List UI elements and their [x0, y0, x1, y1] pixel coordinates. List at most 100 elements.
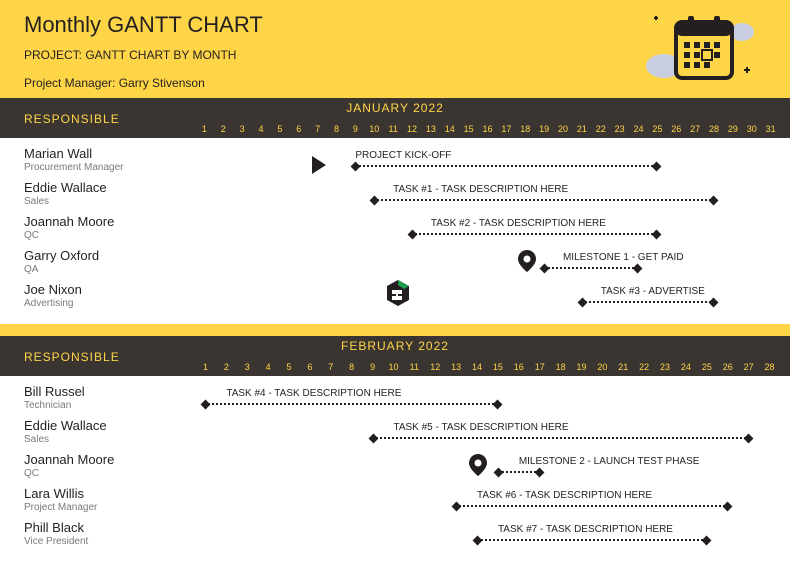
- day-tick: 19: [571, 362, 592, 372]
- responsible-label: RESPONSIBLE: [24, 112, 120, 126]
- gantt-row: Bill RusselTechnicianTASK #4 - TASK DESC…: [0, 384, 790, 418]
- day-tick: 10: [365, 124, 384, 134]
- gantt-row: Lara WillisProject ManagerTASK #6 - TASK…: [0, 486, 790, 520]
- day-tick: 8: [341, 362, 362, 372]
- day-tick: 11: [404, 362, 425, 372]
- day-tick: 22: [591, 124, 610, 134]
- day-tick: 5: [271, 124, 290, 134]
- day-tick: 3: [237, 362, 258, 372]
- day-tick: 14: [440, 124, 459, 134]
- month-header: JANUARY 2022RESPONSIBLE12345678910111213…: [0, 98, 790, 138]
- kickoff-arrow-icon: [312, 156, 326, 174]
- day-tick: 18: [550, 362, 571, 372]
- header: Monthly GANTT CHART PROJECT: GANTT CHART…: [0, 0, 790, 98]
- gantt-bar: [477, 539, 707, 541]
- brand-logo-icon: [384, 278, 412, 311]
- day-tick: 10: [383, 362, 404, 372]
- day-tick: 9: [346, 124, 365, 134]
- gantt-bar-label: TASK #3 - ADVERTISE: [601, 286, 705, 297]
- gantt-bar: [456, 505, 728, 507]
- day-axis: 1234567891011121314151617181920212223242…: [195, 362, 780, 372]
- day-tick: 5: [279, 362, 300, 372]
- day-tick: 20: [554, 124, 573, 134]
- day-tick: 20: [592, 362, 613, 372]
- day-tick: 23: [610, 124, 629, 134]
- day-tick: 11: [384, 124, 403, 134]
- rows-area: Bill RusselTechnicianTASK #4 - TASK DESC…: [0, 376, 790, 562]
- gantt-bar-label: TASK #1 - TASK DESCRIPTION HERE: [393, 184, 568, 195]
- rows-area: Marian WallProcurement ManagerPROJECT KI…: [0, 138, 790, 324]
- day-tick: 2: [216, 362, 237, 372]
- day-tick: 7: [308, 124, 327, 134]
- gantt-bar: [582, 301, 714, 303]
- calendar-icon: [646, 8, 756, 93]
- gantt-row: Joannah MooreQCMILESTONE 2 - LAUNCH TEST…: [0, 452, 790, 486]
- day-tick: 22: [634, 362, 655, 372]
- day-tick: 25: [648, 124, 667, 134]
- gantt-bar-label: MILESTONE 1 - GET PAID: [563, 252, 684, 263]
- month-block-jan: JANUARY 2022RESPONSIBLE12345678910111213…: [0, 98, 790, 324]
- day-tick: 26: [667, 124, 686, 134]
- timeline: TASK #2 - TASK DESCRIPTION HERE: [195, 216, 780, 246]
- day-tick: 4: [252, 124, 271, 134]
- day-tick: 9: [362, 362, 383, 372]
- day-tick: 18: [516, 124, 535, 134]
- gantt-bar: [374, 199, 714, 201]
- gantt-row: Joe NixonAdvertisingTASK #3 - ADVERTISE: [0, 282, 790, 316]
- timeline: TASK #1 - TASK DESCRIPTION HERE: [195, 182, 780, 212]
- timeline: MILESTONE 2 - LAUNCH TEST PHASE: [195, 454, 780, 484]
- gantt-row: Marian WallProcurement ManagerPROJECT KI…: [0, 146, 790, 180]
- gantt-bar-label: TASK #6 - TASK DESCRIPTION HERE: [477, 490, 652, 501]
- day-tick: 13: [422, 124, 441, 134]
- gantt-bar-label: TASK #7 - TASK DESCRIPTION HERE: [498, 524, 673, 535]
- day-tick: 6: [299, 362, 320, 372]
- responsible-label: RESPONSIBLE: [24, 350, 120, 364]
- day-tick: 12: [425, 362, 446, 372]
- day-tick: 17: [529, 362, 550, 372]
- day-tick: 2: [214, 124, 233, 134]
- day-tick: 24: [629, 124, 648, 134]
- day-tick: 12: [403, 124, 422, 134]
- gantt-bar: [205, 403, 498, 405]
- day-tick: 17: [497, 124, 516, 134]
- gantt-bar: [498, 471, 540, 473]
- milestone-pin-icon: [469, 454, 487, 479]
- day-tick: 29: [724, 124, 743, 134]
- day-tick: 19: [535, 124, 554, 134]
- day-tick: 1: [195, 124, 214, 134]
- gantt-bar-label: TASK #5 - TASK DESCRIPTION HERE: [393, 422, 568, 433]
- gantt-bar-label: PROJECT KICK-OFF: [355, 150, 451, 161]
- day-tick: 24: [675, 362, 696, 372]
- day-tick: 7: [320, 362, 341, 372]
- day-tick: 21: [573, 124, 592, 134]
- day-tick: 27: [738, 362, 759, 372]
- timeline: TASK #4 - TASK DESCRIPTION HERE: [195, 386, 780, 416]
- day-tick: 15: [459, 124, 478, 134]
- timeline: TASK #5 - TASK DESCRIPTION HERE: [195, 420, 780, 450]
- month-block-feb: FEBRUARY 2022RESPONSIBLE1234567891011121…: [0, 336, 790, 562]
- gantt-row: Garry OxfordQAMILESTONE 1 - GET PAID: [0, 248, 790, 282]
- day-tick: 26: [717, 362, 738, 372]
- day-tick: 27: [686, 124, 705, 134]
- day-tick: 30: [742, 124, 761, 134]
- day-tick: 6: [289, 124, 308, 134]
- month-divider: [0, 324, 790, 336]
- gantt-row: Phill BlackVice PresidentTASK #7 - TASK …: [0, 520, 790, 554]
- day-tick: 15: [487, 362, 508, 372]
- day-tick: 28: [759, 362, 780, 372]
- gantt-bar: [544, 267, 638, 269]
- day-tick: 16: [478, 124, 497, 134]
- day-tick: 1: [195, 362, 216, 372]
- day-axis: 1234567891011121314151617181920212223242…: [195, 124, 780, 134]
- day-tick: 8: [327, 124, 346, 134]
- gantt-bar-label: TASK #2 - TASK DESCRIPTION HERE: [431, 218, 606, 229]
- timeline: TASK #6 - TASK DESCRIPTION HERE: [195, 488, 780, 518]
- gantt-bar-label: TASK #4 - TASK DESCRIPTION HERE: [226, 388, 401, 399]
- gantt-row: Eddie WallaceSalesTASK #1 - TASK DESCRIP…: [0, 180, 790, 214]
- month-header: FEBRUARY 2022RESPONSIBLE1234567891011121…: [0, 336, 790, 376]
- timeline: TASK #7 - TASK DESCRIPTION HERE: [195, 522, 780, 552]
- milestone-pin-icon: [518, 250, 536, 275]
- timeline: MILESTONE 1 - GET PAID: [195, 250, 780, 280]
- timeline: TASK #3 - ADVERTISE: [195, 284, 780, 314]
- day-tick: 25: [696, 362, 717, 372]
